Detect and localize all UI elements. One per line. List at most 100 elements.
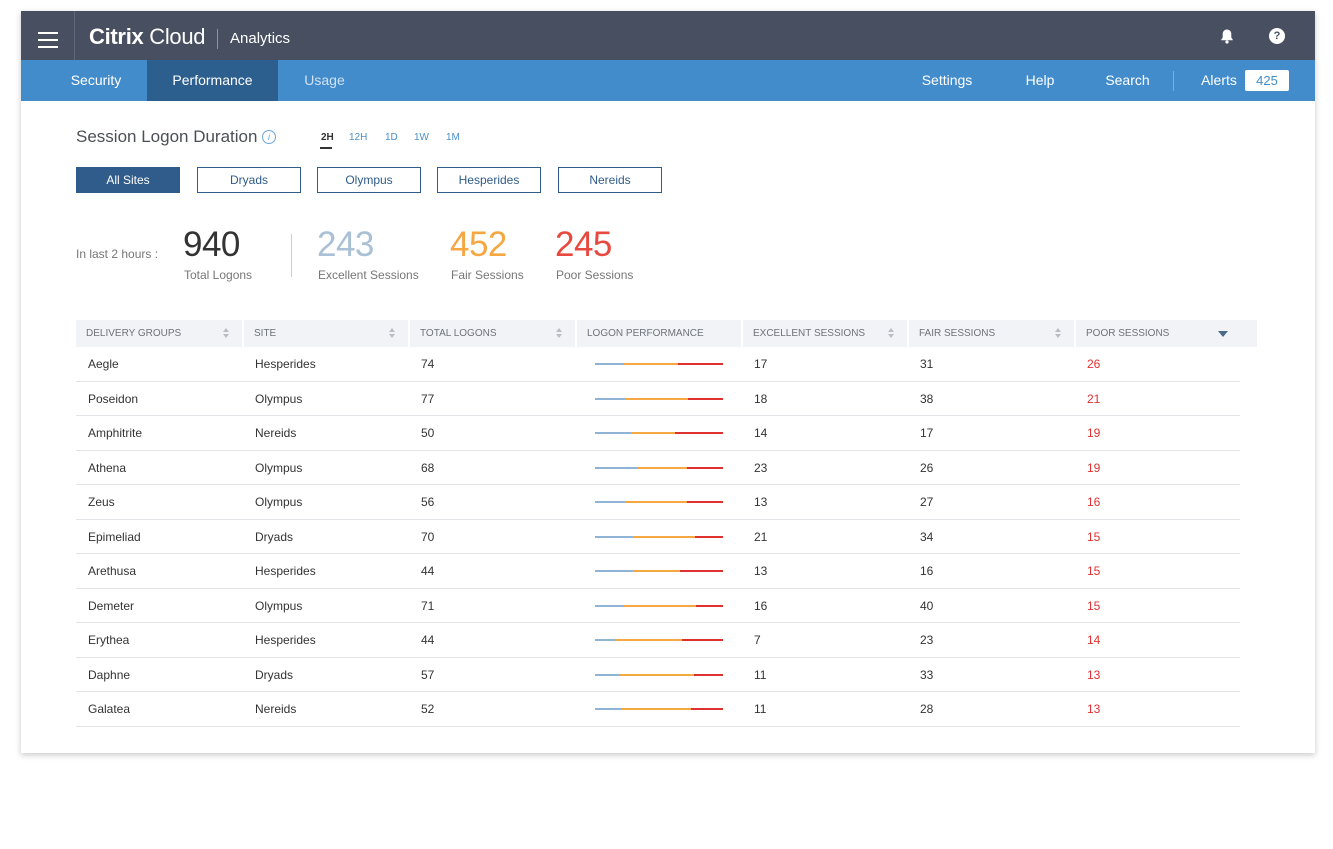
kpi-total-logons-label: Total Logons bbox=[184, 268, 253, 282]
site-filter-olympus[interactable]: Olympus bbox=[317, 167, 421, 193]
table-row[interactable]: Amphitrite Nereids 50 14 17 19 bbox=[76, 416, 1240, 451]
col-header-fair-sessions[interactable]: FAIR SESSIONS bbox=[909, 320, 1074, 347]
time-range-1d[interactable]: 1D bbox=[385, 132, 398, 143]
perf-excellent-segment bbox=[595, 708, 622, 710]
product-name: Analytics bbox=[230, 30, 291, 47]
cell-fair-sessions: 31 bbox=[920, 357, 934, 371]
kpi-excellent-value: 243 bbox=[317, 225, 374, 264]
site-filter-nereids[interactable]: Nereids bbox=[558, 167, 662, 193]
nav-search[interactable]: Search bbox=[1105, 72, 1150, 88]
perf-poor-segment bbox=[687, 466, 723, 469]
col-header-site[interactable]: SITE bbox=[244, 320, 408, 347]
logon-performance-bar bbox=[595, 397, 723, 400]
top-bar: Citrix Cloud Analytics ? bbox=[21, 11, 1315, 60]
perf-excellent-segment bbox=[595, 432, 631, 434]
nav-settings[interactable]: Settings bbox=[921, 72, 973, 88]
table-row[interactable]: Zeus Olympus 56 13 27 16 bbox=[76, 485, 1240, 520]
site-filter-dryads[interactable]: Dryads bbox=[197, 167, 301, 193]
cell-poor-sessions: 19 bbox=[1087, 426, 1101, 440]
cell-excellent-sessions: 13 bbox=[754, 495, 768, 509]
cell-total-logons: 68 bbox=[421, 460, 435, 475]
perf-excellent-segment bbox=[595, 397, 625, 400]
time-range-2h[interactable]: 2H bbox=[321, 132, 334, 143]
cell-poor-sessions: 13 bbox=[1087, 702, 1101, 716]
table-row[interactable]: Poseidon Olympus 77 18 38 21 bbox=[76, 382, 1240, 416]
time-range-1w[interactable]: 1W bbox=[414, 132, 429, 143]
cell-site: Dryads bbox=[255, 529, 294, 544]
table-row[interactable]: Athena Olympus 68 23 26 19 bbox=[76, 451, 1240, 485]
perf-excellent-segment bbox=[595, 501, 625, 503]
nav-alerts[interactable]: Alerts bbox=[1201, 72, 1237, 88]
col-header-delivery-groups[interactable]: DELIVERY GROUPS bbox=[76, 320, 242, 347]
cell-delivery-group: Daphne bbox=[88, 667, 131, 682]
alerts-count-badge[interactable]: 425 bbox=[1245, 70, 1289, 91]
cell-delivery-group: Zeus bbox=[88, 495, 115, 509]
cell-excellent-sessions: 11 bbox=[754, 702, 767, 716]
cell-poor-sessions: 19 bbox=[1087, 460, 1101, 475]
col-header-poor-sessions[interactable]: POOR SESSIONS bbox=[1076, 320, 1257, 347]
col-header-logon-performance[interactable]: LOGON PERFORMANCE bbox=[577, 320, 741, 347]
nav-tab-security[interactable]: Security bbox=[70, 72, 122, 88]
nav-tab-performance[interactable]: Performance bbox=[147, 60, 278, 101]
cell-excellent-sessions: 16 bbox=[754, 598, 768, 613]
col-header-excellent-sessions[interactable]: EXCELLENT SESSIONS bbox=[743, 320, 907, 347]
logon-performance-bar bbox=[595, 466, 723, 469]
perf-poor-segment bbox=[678, 363, 723, 365]
info-icon[interactable]: i bbox=[262, 130, 276, 144]
cell-poor-sessions: 21 bbox=[1087, 391, 1101, 406]
hamburger-menu-icon[interactable] bbox=[21, 11, 75, 60]
cell-excellent-sessions: 13 bbox=[754, 564, 768, 578]
help-question-icon[interactable]: ? bbox=[1269, 28, 1285, 44]
cell-total-logons: 50 bbox=[421, 426, 435, 440]
brand-logo: Citrix Cloud bbox=[89, 24, 206, 49]
cell-total-logons: 71 bbox=[421, 598, 435, 613]
cell-poor-sessions: 15 bbox=[1087, 598, 1101, 613]
cell-total-logons: 52 bbox=[421, 702, 435, 716]
nav-help[interactable]: Help bbox=[1025, 72, 1055, 88]
perf-excellent-segment bbox=[595, 570, 633, 572]
logon-performance-bar bbox=[595, 570, 723, 572]
notifications-bell-icon[interactable] bbox=[1219, 28, 1235, 44]
table-row[interactable]: Epimeliad Dryads 70 21 34 15 bbox=[76, 520, 1240, 554]
perf-fair-segment bbox=[625, 501, 687, 503]
cell-site: Olympus bbox=[255, 460, 303, 475]
perf-fair-segment bbox=[631, 432, 675, 434]
sort-icon bbox=[222, 328, 230, 339]
perf-excellent-segment bbox=[595, 466, 638, 469]
kpi-poor-label: Poor Sessions bbox=[556, 268, 634, 282]
table-row[interactable]: Arethusa Hesperides 44 13 16 15 bbox=[76, 554, 1240, 589]
cell-delivery-group: Amphitrite bbox=[88, 426, 143, 440]
table-row[interactable]: Aegle Hesperides 74 17 31 26 bbox=[76, 347, 1240, 382]
sort-icon bbox=[555, 328, 563, 339]
cell-poor-sessions: 14 bbox=[1087, 633, 1101, 647]
cell-excellent-sessions: 14 bbox=[754, 426, 768, 440]
perf-poor-segment bbox=[680, 570, 723, 572]
cell-poor-sessions: 26 bbox=[1087, 357, 1101, 371]
nav-tab-usage[interactable]: Usage bbox=[304, 72, 345, 88]
main-nav: Security Performance Usage Settings Help… bbox=[21, 60, 1315, 101]
logon-performance-bar bbox=[595, 708, 723, 710]
site-filter-hesperides[interactable]: Hesperides bbox=[437, 167, 541, 193]
nav-divider bbox=[1173, 71, 1174, 91]
kpi-fair-label: Fair Sessions bbox=[451, 268, 524, 282]
cell-poor-sessions: 16 bbox=[1087, 495, 1101, 509]
cell-excellent-sessions: 21 bbox=[754, 529, 768, 544]
cell-total-logons: 44 bbox=[421, 564, 435, 578]
table-row[interactable]: Demeter Olympus 71 16 40 15 bbox=[76, 589, 1240, 623]
time-range-12h[interactable]: 12H bbox=[349, 132, 368, 143]
cell-excellent-sessions: 11 bbox=[754, 667, 767, 682]
table-row[interactable]: Daphne Dryads 57 11 33 13 bbox=[76, 658, 1240, 692]
app-window: Citrix Cloud Analytics ? Security Perfor… bbox=[21, 11, 1315, 753]
perf-poor-segment bbox=[696, 604, 723, 607]
col-header-total-logons[interactable]: TOTAL LOGONS bbox=[410, 320, 575, 347]
logon-performance-bar bbox=[595, 363, 723, 365]
cell-total-logons: 77 bbox=[421, 391, 435, 406]
kpi-divider bbox=[291, 234, 292, 277]
table-row[interactable]: Erythea Hesperides 44 7 23 14 bbox=[76, 623, 1240, 658]
sort-icon bbox=[887, 328, 895, 339]
site-filter-all-sites[interactable]: All Sites bbox=[76, 167, 180, 193]
perf-fair-segment bbox=[633, 570, 680, 572]
table-row[interactable]: Galatea Nereids 52 11 28 13 bbox=[76, 692, 1240, 727]
time-range-1m[interactable]: 1M bbox=[446, 132, 460, 143]
perf-poor-segment bbox=[675, 432, 723, 434]
